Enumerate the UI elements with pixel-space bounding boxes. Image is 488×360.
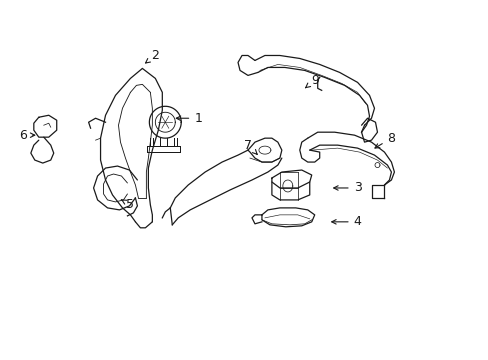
- Text: 2: 2: [145, 49, 159, 63]
- Text: 9: 9: [305, 74, 318, 88]
- Text: 6: 6: [19, 129, 35, 142]
- Text: 3: 3: [333, 181, 361, 194]
- Text: 8: 8: [374, 132, 395, 148]
- Text: 1: 1: [176, 112, 202, 125]
- Text: 7: 7: [244, 139, 257, 154]
- Text: 5: 5: [121, 198, 134, 211]
- Text: 4: 4: [331, 215, 361, 228]
